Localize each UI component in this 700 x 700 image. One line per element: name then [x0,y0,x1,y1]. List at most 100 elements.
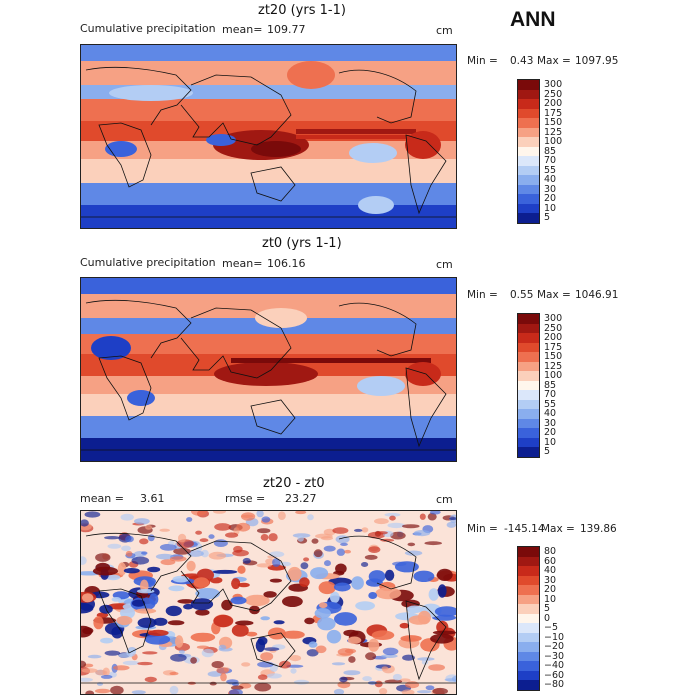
colorbar-swatch [518,156,539,166]
difference-blob [429,511,441,515]
colorbar-swatch [518,566,539,576]
difference-blob [104,650,121,656]
difference-blob [368,546,381,553]
difference-blob [310,567,329,580]
difference-blob [237,565,246,574]
difference-blob [177,599,195,604]
difference-blob [142,651,158,655]
difference-blob [92,566,119,576]
difference-blob [399,622,410,629]
colorbar-tick-label: −80 [544,679,565,690]
difference-blob [113,665,130,671]
colorbar-tick-label: 60 [544,555,557,567]
colorbar-swatch [518,399,539,409]
difference-blob [384,512,401,517]
difference-blob [168,541,175,545]
colorbar-swatch [518,418,539,428]
difference-blob [81,519,89,527]
difference-blob [436,568,453,581]
panel-3-min-label: Min = [467,523,498,535]
difference-blob [213,539,228,547]
difference-blob [333,688,345,694]
colorbar-tick-label: 0 [544,612,551,624]
difference-blob [354,528,363,532]
difference-blob [272,558,281,567]
difference-blob [257,674,268,680]
difference-blob [340,542,348,546]
difference-blob [87,654,102,659]
colorbar-swatch [518,651,539,661]
season-label: ANN [510,8,556,31]
difference-blob [389,515,396,521]
colorbar-tick-label: 100 [544,136,563,147]
difference-blob [260,616,270,621]
difference-blob [125,550,133,557]
difference-blob [81,677,93,682]
difference-blob [173,547,191,555]
difference-blob [334,612,357,626]
difference-blob [137,661,153,666]
difference-blob [402,524,420,529]
colorbar-swatch [518,604,539,614]
difference-blob [137,617,157,628]
difference-blob [231,685,244,690]
difference-blob [289,655,302,662]
panel-3-rmse-label: rmse = [225,492,266,505]
difference-blob [190,657,197,664]
difference-blob [95,688,111,694]
colorbar-swatch [518,146,539,156]
colorbar-swatch [518,314,539,324]
difference-blob [406,605,423,614]
difference-blob [231,624,249,637]
colorbar-tick-label: 175 [544,107,563,119]
difference-blob [201,549,209,558]
difference-blob [81,602,94,614]
panel-1-title: zt20 (yrs 1-1) [258,3,346,18]
difference-blob [191,511,207,516]
colorbar-tick-label: 40 [544,565,557,576]
colorbar-swatch [518,680,539,690]
colorbar-tick-label: 40 [544,174,557,185]
difference-blob [209,577,223,584]
difference-blob [137,589,155,594]
panel-2-min-label: Min = [467,289,498,301]
panel-3-map [80,510,457,695]
difference-blob [172,575,190,583]
colorbar-tick-label: 70 [544,389,557,400]
difference-blob [132,599,146,607]
difference-blob [257,528,271,534]
difference-blob [81,625,93,638]
difference-blob [401,689,415,694]
panel-3-colorbar-swatches [517,546,540,691]
difference-blob [218,644,227,650]
difference-blob [261,516,271,523]
difference-blob [214,523,232,531]
difference-blob [242,557,251,564]
colorbar-swatch [518,165,539,175]
difference-blob [380,538,395,542]
colorbar-tick-label: −5 [544,622,559,633]
difference-blob [399,678,411,682]
difference-blob [419,513,426,520]
colorbar-swatch [518,194,539,204]
difference-blob [144,676,157,683]
difference-blob [237,582,250,588]
difference-blob [361,562,369,567]
difference-blob [407,542,416,547]
colorbar-swatch [518,203,539,213]
difference-blob [231,578,241,590]
colorbar-swatch [518,137,539,147]
difference-blob [378,688,388,694]
difference-blob [402,654,415,661]
difference-blob [335,535,350,544]
difference-blob [226,679,239,685]
difference-blob [236,522,251,532]
difference-blob [165,605,182,617]
difference-blob [208,534,215,539]
difference-blob [347,636,362,644]
difference-blob [332,527,349,534]
colorbar-swatch [518,661,539,671]
difference-blob [324,560,331,567]
difference-blob [368,638,380,652]
colorbar-tick-label: 70 [544,155,557,166]
